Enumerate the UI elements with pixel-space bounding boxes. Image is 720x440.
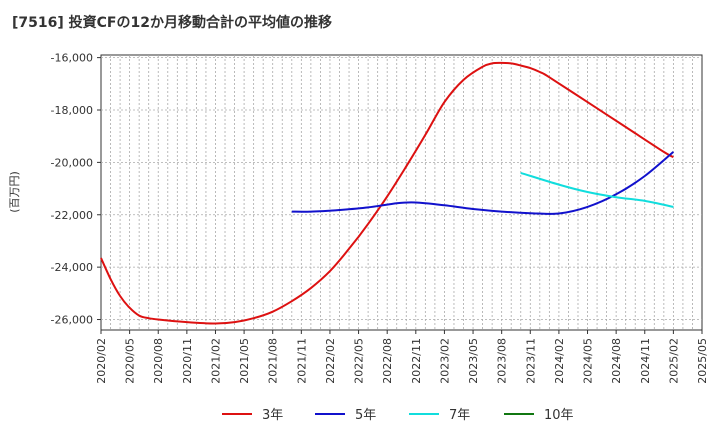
axis-labels: -16,000 -18,000 -20,000 -22,000 -24,000 -26,0… bbox=[51, 52, 709, 384]
x-tick-label: 2024/02 bbox=[553, 338, 566, 384]
legend-label: 3年 bbox=[262, 408, 283, 423]
legend: 3年 5年 7年 10年 bbox=[222, 408, 574, 423]
x-tick-label: 2022/08 bbox=[381, 338, 394, 384]
x-tick-label: 2025/02 bbox=[667, 338, 680, 384]
x-tick-label: 2021/08 bbox=[267, 338, 280, 384]
y-tick-label: -26,000 bbox=[51, 314, 93, 327]
x-tick-label: 2022/11 bbox=[410, 338, 423, 384]
x-tick-label: 2022/02 bbox=[324, 338, 337, 384]
series-line-5年 bbox=[291, 151, 675, 215]
grid-lines bbox=[101, 55, 702, 330]
y-tick-label: -16,000 bbox=[51, 52, 93, 65]
chart-title: [7516] 投資CFの12か月移動合計の平均値の推移 bbox=[12, 15, 332, 31]
series-line-7年 bbox=[520, 171, 674, 208]
x-tick-label: 2021/05 bbox=[238, 338, 251, 384]
y-tick-label: -18,000 bbox=[51, 104, 93, 117]
x-tick-label: 2022/05 bbox=[353, 338, 366, 384]
plot-area bbox=[100, 54, 703, 331]
series-line-3年 bbox=[100, 61, 674, 325]
legend-label: 5年 bbox=[355, 408, 376, 423]
x-tick-label: 2021/02 bbox=[209, 338, 222, 384]
legend-label: 10年 bbox=[544, 408, 574, 423]
y-tick-label: -24,000 bbox=[51, 261, 93, 274]
y-tick-label: -20,000 bbox=[51, 156, 93, 169]
x-tick-label: 2023/05 bbox=[467, 338, 480, 384]
x-tick-label: 2023/02 bbox=[438, 338, 451, 384]
series-lines bbox=[100, 61, 675, 325]
legend-label: 7年 bbox=[449, 408, 470, 423]
x-tick-label: 2023/08 bbox=[496, 338, 509, 384]
x-tick-label: 2020/11 bbox=[181, 338, 194, 384]
x-tick-label: 2021/11 bbox=[295, 338, 308, 384]
x-tick-label: 2020/08 bbox=[152, 338, 165, 384]
x-tick-label: 2024/11 bbox=[639, 338, 652, 384]
x-tick-label: 2020/02 bbox=[95, 338, 108, 384]
x-tick-label: 2023/11 bbox=[524, 338, 537, 384]
x-tick-label: 2024/05 bbox=[582, 338, 595, 384]
x-tick-label: 2025/05 bbox=[696, 338, 709, 384]
x-tick-label: 2024/08 bbox=[610, 338, 623, 384]
x-tick-label: 2020/05 bbox=[124, 338, 137, 384]
y-axis-title: (百万円) bbox=[8, 171, 21, 213]
y-tick-label: -22,000 bbox=[51, 209, 93, 222]
